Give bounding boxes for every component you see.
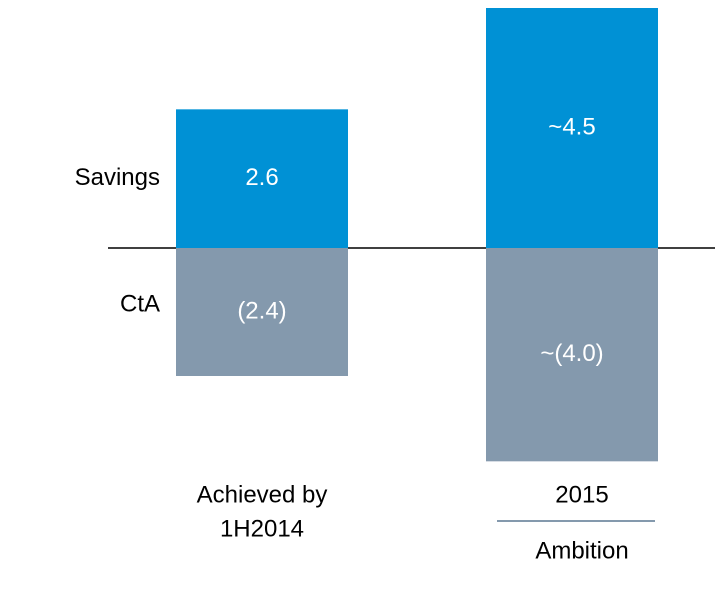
x-tick-label: 1H2014 [220,515,304,542]
value-label: 2.6 [245,164,278,191]
bar [486,8,658,248]
x-tick-label: Ambition [535,537,628,564]
value-label: ~4.5 [548,113,595,140]
legend-label: Savings [75,164,160,191]
x-tick-label: 2015 [555,481,608,508]
value-label: ~(4.0) [540,340,603,367]
x-tick-label: Achieved by [197,481,328,508]
bar [176,109,348,248]
value-label: (2.4) [237,297,286,324]
bar [176,248,348,376]
legend-label: CtA [120,290,160,317]
bar [486,248,658,462]
